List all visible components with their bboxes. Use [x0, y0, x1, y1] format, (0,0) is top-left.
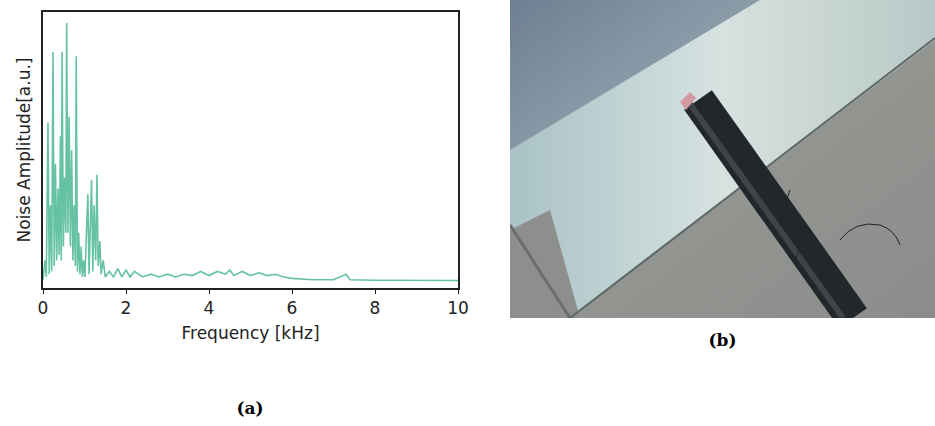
- svg-text:0: 0: [38, 298, 49, 318]
- svg-text:Frequency [kHz]: Frequency [kHz]: [181, 323, 319, 343]
- svg-text:6: 6: [287, 298, 298, 318]
- svg-text:2: 2: [121, 298, 132, 318]
- html-text:(b): (b): [708, 330, 737, 350]
- svg-text:10: 10: [447, 298, 469, 318]
- svg-text:Noise Amplitude[a.u.]: Noise Amplitude[a.u.]: [14, 58, 34, 243]
- svg-text:8: 8: [370, 298, 381, 318]
- html-text:(a): (a): [236, 398, 264, 418]
- svg-text:4: 4: [204, 298, 215, 318]
